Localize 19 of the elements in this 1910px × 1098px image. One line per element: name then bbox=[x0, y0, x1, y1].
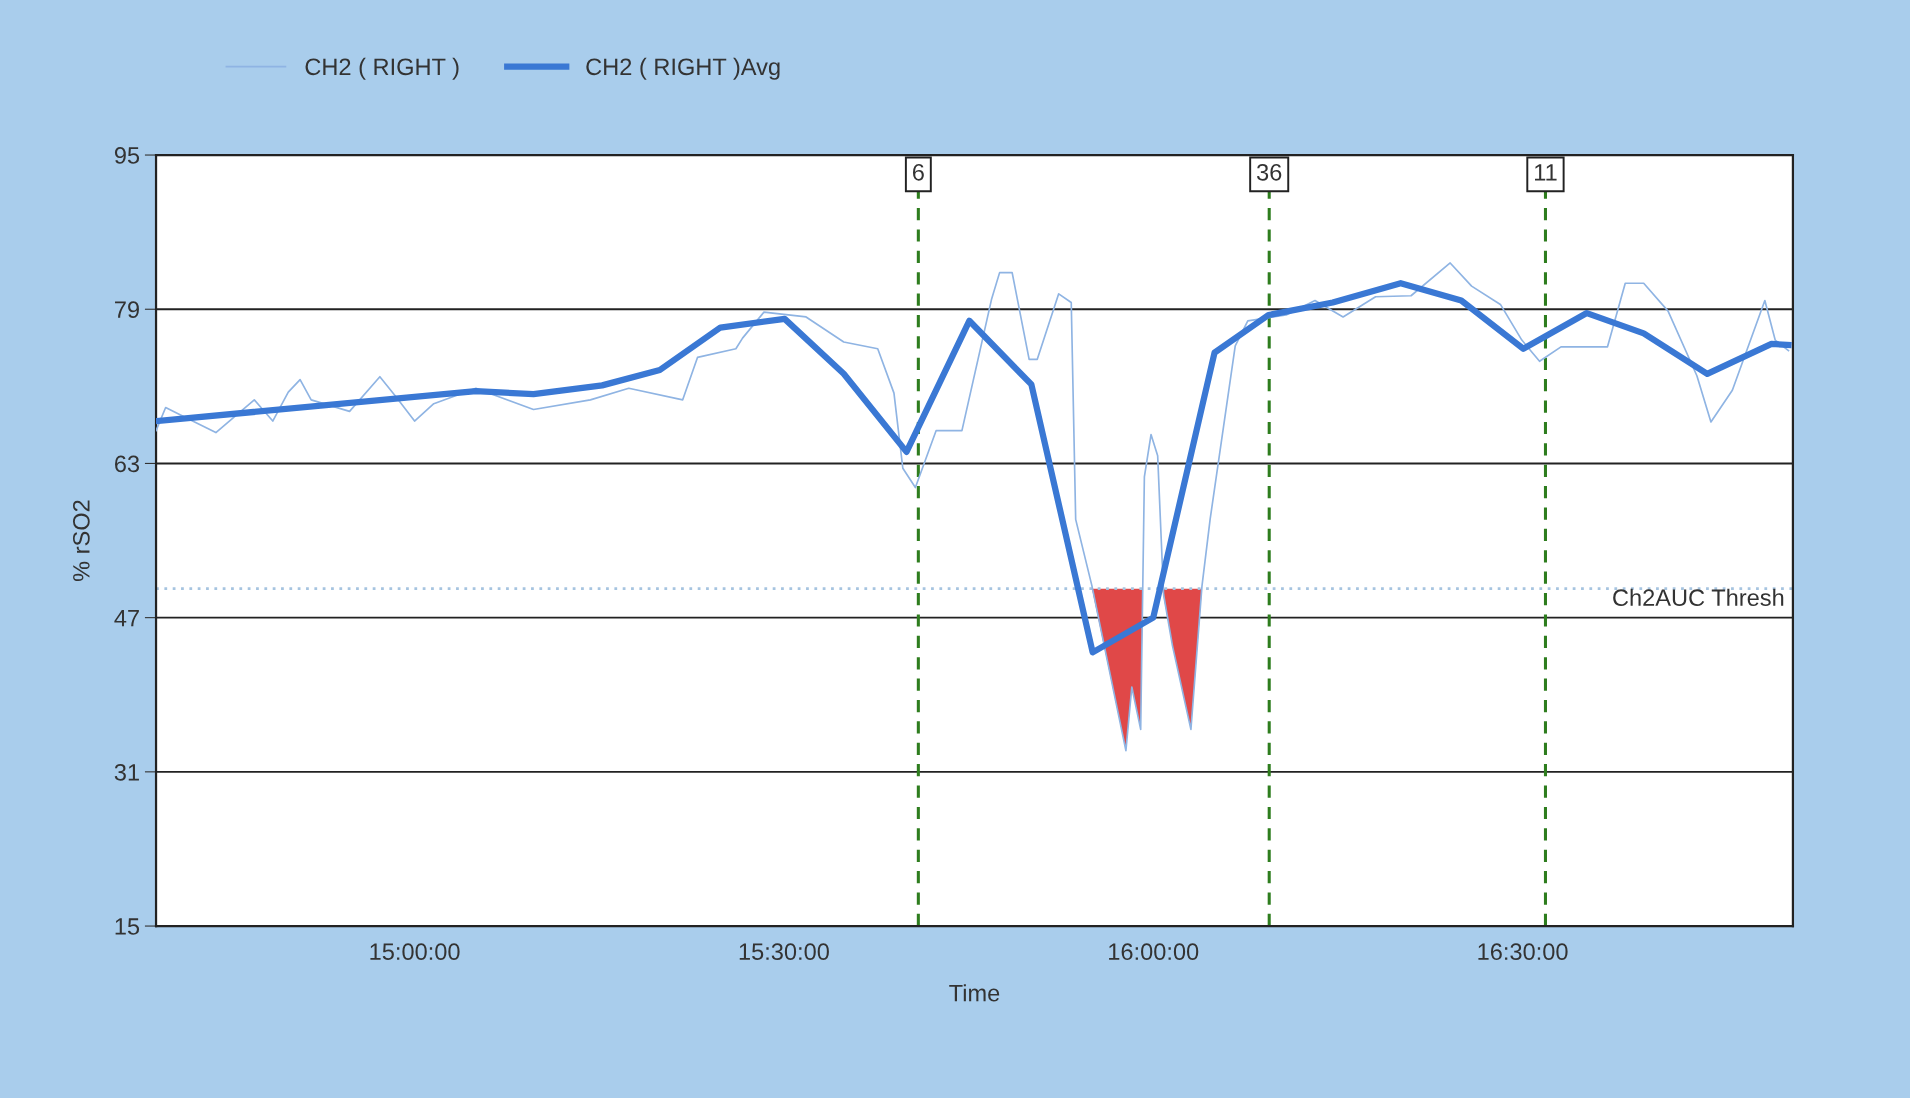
y-tick-label: 95 bbox=[114, 147, 140, 164]
annotation: 11 bbox=[1535, 164, 1557, 181]
y-tick-label: 79 bbox=[115, 301, 139, 319]
y-tick-label: 15 bbox=[115, 918, 140, 935]
y-tick-label: 63 bbox=[115, 455, 140, 473]
x-axis-title: Time bbox=[949, 984, 1000, 1002]
annotation: 6 bbox=[912, 163, 924, 181]
x-tick-label: 16:00:00 bbox=[1109, 943, 1199, 961]
y-tick-label: 31 bbox=[114, 763, 139, 781]
x-tick-label: 16:30:00 bbox=[1478, 943, 1568, 961]
legend-label: CH2 ( RIGHT )Avg bbox=[586, 57, 780, 80]
y-axis-title: % rSO2 bbox=[72, 500, 90, 582]
x-tick-label: 15:30:00 bbox=[739, 943, 829, 961]
legend-label: CH2 ( RIGHT ) bbox=[305, 57, 459, 80]
annotation: 36 bbox=[1256, 163, 1282, 181]
y-tick-label: 47 bbox=[114, 609, 139, 627]
line-series bbox=[156, 262, 1790, 752]
x-tick-label: 15:00:00 bbox=[370, 943, 460, 961]
ref-line-label: Ch2AUC Thresh bbox=[1613, 588, 1784, 607]
